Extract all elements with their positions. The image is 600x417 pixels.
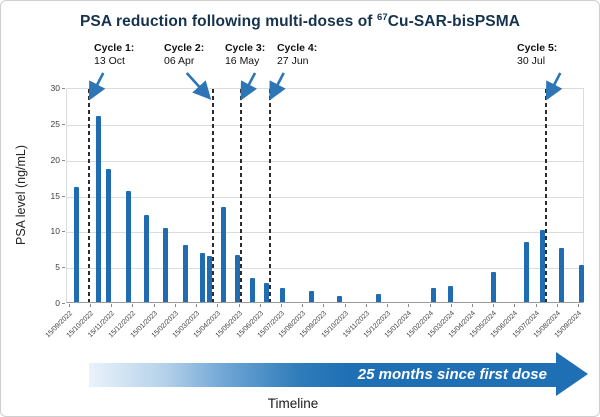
psa-bar — [491, 271, 497, 302]
x-tick-mark — [196, 304, 198, 307]
psa-bar — [337, 295, 343, 302]
psa-bar — [144, 214, 150, 302]
y-tick-label: 15 — [50, 190, 60, 201]
y-tick-mark — [62, 195, 65, 197]
cycle-label-1: Cycle 1: 13 Oct — [94, 42, 134, 68]
banner-text: 25 months since first dose — [357, 366, 547, 383]
x-tick-mark — [556, 304, 558, 307]
cycle-line-2 — [211, 89, 214, 302]
psa-bar — [431, 287, 437, 302]
gridline-20 — [67, 160, 583, 162]
psa-bar — [578, 264, 584, 302]
x-tick-mark — [450, 304, 452, 307]
x-tick-mark — [174, 304, 176, 307]
banner-arrowhead-icon — [556, 352, 588, 396]
cycle-name: Cycle 2: — [164, 42, 205, 54]
cycle-label-5: Cycle 5: 30 Jul — [517, 42, 557, 68]
gridline-15 — [67, 196, 583, 198]
y-tick-label: 30 — [50, 83, 60, 93]
gridline-25 — [67, 124, 583, 126]
plot-area — [66, 88, 584, 303]
gridline-10 — [67, 232, 583, 234]
x-tick-mark — [153, 304, 155, 307]
y-tick-mark — [62, 303, 65, 304]
psa-bar — [279, 287, 285, 302]
cycle-date: 13 Oct — [94, 55, 125, 67]
psa-bar — [126, 190, 132, 302]
psa-bar — [162, 228, 168, 302]
cycle-label-2: Cycle 2: 06 Apr — [164, 42, 204, 68]
psa-bar — [308, 291, 314, 302]
psa-bar — [558, 247, 564, 302]
psa-bar — [523, 241, 529, 302]
chart-title-isotope: 67 — [376, 12, 388, 23]
x-tick-mark — [68, 304, 70, 307]
x-tick-mark — [132, 304, 134, 307]
cycle-name: Cycle 1: — [94, 42, 135, 54]
timeline-banner: 25 months since first dose — [89, 363, 556, 387]
cycle-line-1 — [88, 89, 91, 302]
x-tick-mark — [344, 304, 346, 307]
cycle-date: 27 Jun — [276, 55, 309, 67]
cycle-date: 06 Apr — [164, 55, 195, 67]
psa-bar — [221, 206, 227, 302]
x-tick-mark — [280, 304, 282, 307]
y-tick-label: 20 — [50, 154, 60, 165]
x-tick-mark — [323, 304, 325, 307]
x-tick-mark — [90, 304, 92, 307]
y-tick-mark — [62, 267, 65, 269]
x-tick-mark — [365, 304, 367, 307]
cycle-name: Cycle 5: — [517, 42, 558, 54]
x-tick-mark — [217, 304, 219, 307]
y-tick-label: 5 — [55, 262, 60, 273]
x-tick-mark — [408, 304, 410, 307]
y-axis-title: PSA level (ng/mL) — [14, 144, 28, 246]
chart-title-prefix: PSA reduction following multi-doses of — [79, 13, 377, 31]
x-tick-mark — [302, 304, 304, 307]
cycle-line-3 — [239, 89, 242, 302]
psa-bar — [447, 285, 453, 302]
x-tick-mark — [238, 304, 240, 307]
chart-title-suffix: Cu-SAR-bisPSMA — [387, 13, 521, 31]
psa-bar — [183, 245, 189, 302]
psa-bar — [375, 294, 381, 302]
y-tick-mark — [62, 159, 65, 161]
psa-bar — [96, 115, 102, 302]
y-tick-mark — [62, 123, 65, 125]
x-tick-mark — [111, 304, 113, 307]
psa-bar — [235, 255, 241, 302]
x-tick-mark — [387, 304, 389, 307]
cycle-date: 16 May — [224, 55, 260, 67]
psa-bar — [105, 168, 111, 302]
cycle-name: Cycle 3: — [224, 42, 266, 54]
x-tick-mark — [471, 304, 473, 307]
psa-bar — [539, 229, 545, 302]
x-axis-title: Timeline — [267, 396, 319, 411]
x-tick-mark — [493, 304, 495, 307]
gridline-5 — [67, 268, 583, 270]
chart-title: PSA reduction following multi-doses of 6… — [1, 12, 599, 31]
cycle-line-5 — [545, 89, 548, 302]
psa-bar — [263, 283, 269, 302]
cycle-date: 30 Jul — [517, 55, 546, 67]
psa-bar — [250, 277, 256, 302]
y-tick-mark — [62, 88, 65, 89]
x-tick-mark — [578, 304, 580, 307]
y-tick-label: 0 — [55, 298, 60, 308]
y-tick-mark — [62, 231, 65, 233]
x-tick-mark — [429, 304, 431, 307]
x-tick-mark — [535, 304, 537, 307]
x-tick-mark — [514, 304, 516, 307]
cycle-label-3: Cycle 3: 16 May — [225, 42, 265, 68]
y-tick-label: 10 — [50, 226, 60, 237]
cycle-line-4 — [268, 89, 271, 302]
psa-bar — [200, 253, 206, 302]
x-tick-mark — [259, 304, 261, 307]
y-tick-label: 25 — [50, 118, 60, 129]
cycle-name: Cycle 4: — [276, 42, 318, 54]
psa-bar — [74, 187, 80, 302]
cycle-label-4: Cycle 4: 27 Jun — [277, 42, 317, 68]
psa-bar — [207, 256, 212, 302]
